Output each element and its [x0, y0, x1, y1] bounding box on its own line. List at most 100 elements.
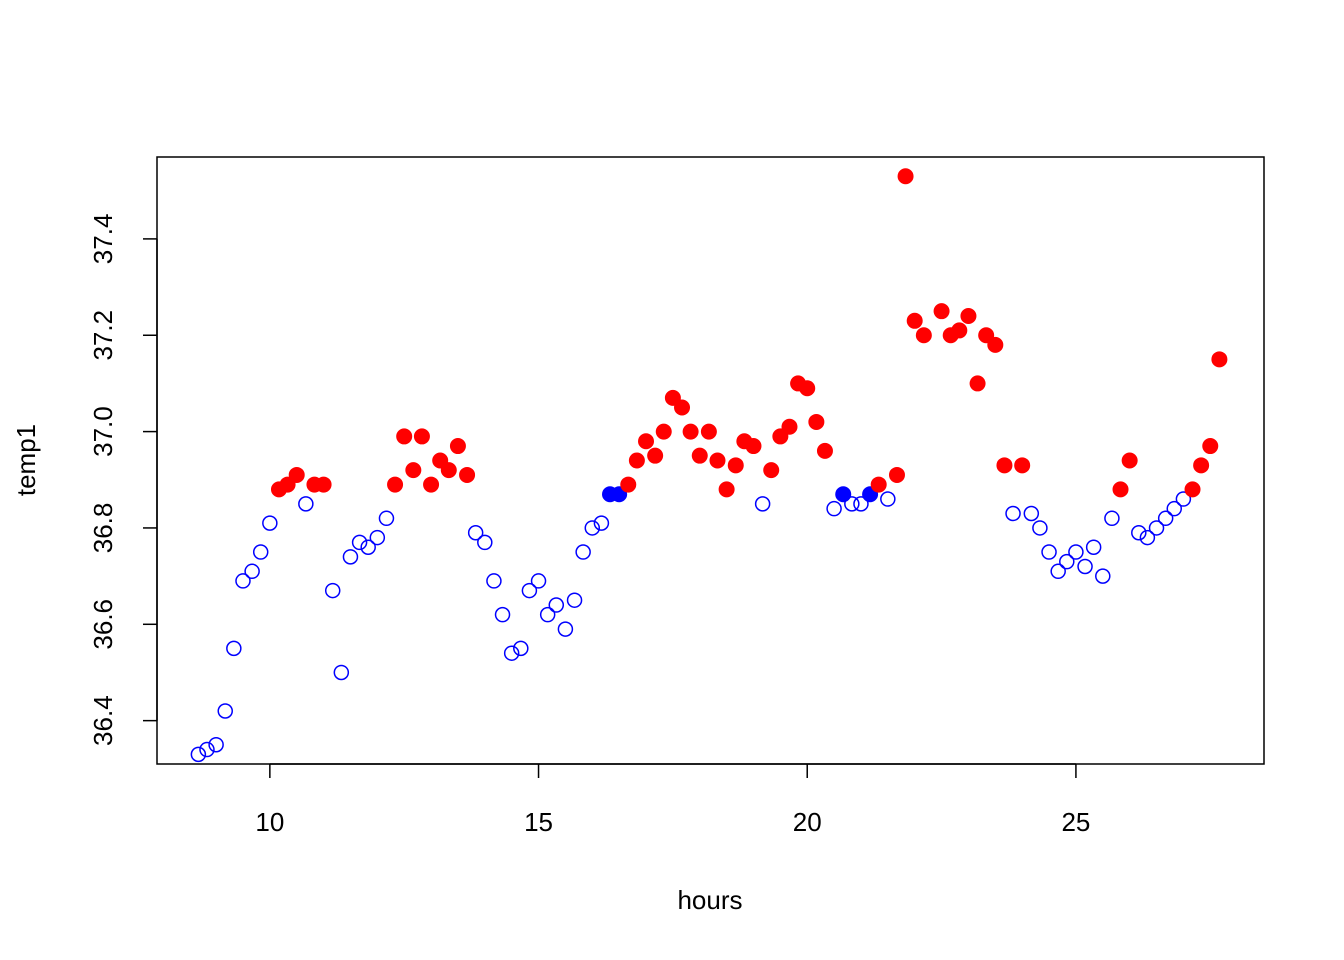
- data-point: [262, 515, 278, 531]
- y-tick-label: 36.6: [88, 599, 118, 650]
- data-point: [513, 640, 529, 657]
- data-point: [1085, 539, 1102, 555]
- data-point: [1112, 481, 1129, 498]
- data-point: [548, 597, 565, 613]
- data-point: [244, 563, 260, 580]
- data-point: [1121, 452, 1138, 469]
- data-point: [252, 544, 269, 560]
- data-point: [521, 582, 538, 599]
- data-point: [342, 549, 359, 565]
- data-point: [217, 703, 233, 719]
- data-point: [387, 476, 404, 493]
- data-point: [1014, 457, 1031, 474]
- data-point: [584, 520, 601, 536]
- data-point: [674, 399, 691, 416]
- x-tick-label: 25: [1061, 807, 1090, 837]
- data-point: [396, 428, 413, 445]
- data-point: [1041, 544, 1057, 560]
- data-point: [1068, 544, 1084, 560]
- data-point: [826, 500, 842, 517]
- y-tick-label: 36.4: [88, 695, 118, 746]
- data-point: [933, 303, 950, 320]
- data-point: [754, 496, 771, 512]
- data-point: [880, 491, 896, 507]
- x-tick-label: 15: [524, 807, 553, 837]
- data-point: [1211, 351, 1228, 368]
- data-point: [727, 457, 744, 474]
- data-point: [655, 423, 672, 440]
- data-point: [691, 447, 708, 464]
- data-point: [593, 515, 610, 531]
- x-tick-label: 20: [793, 807, 822, 837]
- data-points: [190, 168, 1228, 763]
- data-point: [1193, 457, 1210, 474]
- data-point: [1095, 568, 1111, 584]
- data-point: [1032, 520, 1048, 536]
- data-point: [1050, 563, 1066, 580]
- y-tick-label: 36.8: [88, 503, 118, 554]
- data-point: [467, 525, 484, 541]
- y-tick-label: 37.0: [88, 406, 118, 457]
- data-point: [718, 481, 735, 498]
- data-point: [781, 418, 798, 435]
- data-point: [1139, 529, 1156, 546]
- data-point: [477, 534, 493, 551]
- x-axis: 10 15 20 25: [255, 763, 1090, 837]
- data-point: [709, 452, 726, 469]
- x-axis-label: hours: [677, 885, 742, 915]
- y-tick-label: 37.2: [88, 310, 118, 361]
- data-point: [1157, 510, 1174, 527]
- data-point: [190, 746, 207, 763]
- data-point: [503, 645, 520, 661]
- data-point: [1005, 505, 1021, 522]
- data-point: [486, 573, 502, 589]
- data-point: [440, 462, 457, 479]
- data-point: [333, 664, 350, 681]
- data-point: [682, 423, 699, 440]
- data-point: [423, 476, 440, 493]
- data-point: [897, 168, 914, 185]
- data-point: [298, 496, 314, 512]
- data-point: [844, 496, 860, 512]
- data-point: [226, 640, 242, 657]
- data-point: [413, 428, 430, 445]
- data-point: [808, 413, 825, 430]
- data-point: [405, 462, 422, 479]
- data-point: [369, 529, 386, 546]
- data-point: [315, 476, 332, 493]
- data-point: [235, 573, 251, 589]
- data-point: [835, 486, 852, 503]
- data-point: [638, 433, 655, 450]
- data-point: [816, 442, 833, 459]
- data-point: [996, 457, 1013, 474]
- data-point: [915, 327, 932, 344]
- data-point: [906, 312, 923, 329]
- data-point: [620, 476, 637, 493]
- data-point: [1148, 520, 1165, 536]
- data-point: [449, 438, 466, 455]
- data-point: [1184, 481, 1201, 498]
- data-point: [951, 322, 968, 339]
- y-axis: 36.4 36.6 36.8 37.0 37.2 37.4: [88, 214, 158, 746]
- data-point: [1175, 491, 1192, 507]
- data-point: [888, 466, 905, 483]
- data-point: [494, 606, 511, 623]
- data-point: [575, 544, 591, 560]
- data-point: [853, 496, 869, 512]
- y-tick-label: 37.4: [88, 214, 118, 265]
- data-point: [763, 462, 780, 479]
- data-point: [1166, 500, 1183, 517]
- data-point: [969, 375, 986, 392]
- data-point: [324, 582, 341, 599]
- data-point: [351, 534, 368, 551]
- data-point: [960, 307, 977, 324]
- data-point: [539, 606, 556, 623]
- data-point: [628, 452, 645, 469]
- data-point: [378, 510, 395, 527]
- data-point: [288, 466, 305, 483]
- data-point: [557, 621, 574, 637]
- data-point: [745, 438, 762, 455]
- data-point: [987, 336, 1004, 353]
- data-point: [1104, 510, 1120, 527]
